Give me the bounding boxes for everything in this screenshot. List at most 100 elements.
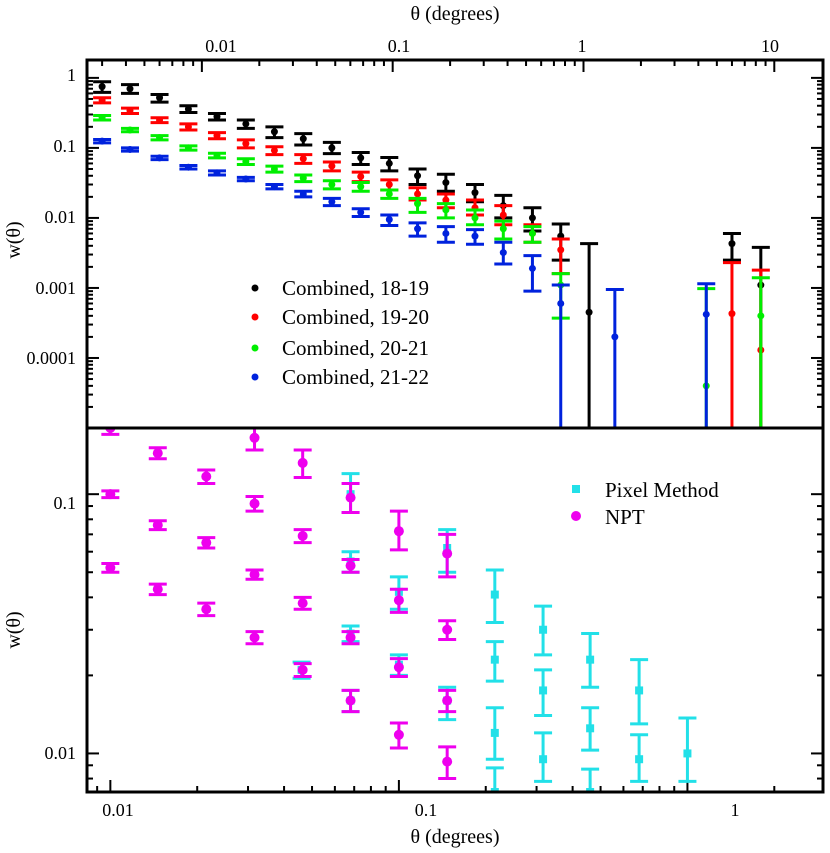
point-marker — [539, 625, 548, 634]
data-point — [630, 658, 649, 726]
data-point — [580, 242, 599, 428]
data-point — [722, 261, 741, 428]
point-marker — [414, 200, 422, 208]
top-y-tick-label: 0.01 — [45, 207, 77, 227]
point-marker — [152, 584, 163, 595]
data-point — [605, 288, 624, 428]
data-point — [148, 582, 167, 597]
point-marker — [297, 457, 308, 468]
data-point — [93, 114, 112, 122]
point-marker — [126, 126, 134, 134]
point-marker — [586, 788, 595, 792]
point-marker — [345, 632, 356, 643]
data-point — [93, 80, 112, 94]
data-point — [150, 92, 169, 104]
point-marker — [442, 756, 453, 767]
bottom-x-tick-label: 0.01 — [102, 800, 134, 820]
data-point — [630, 733, 649, 783]
point-marker — [201, 537, 212, 548]
data-point — [120, 145, 139, 153]
point-marker — [442, 179, 450, 187]
data-point — [293, 595, 312, 611]
data-point — [494, 204, 513, 227]
data-point — [197, 536, 216, 550]
data-point — [93, 137, 112, 145]
data-point — [236, 175, 255, 183]
data-point — [101, 562, 120, 574]
point-marker — [357, 154, 365, 162]
point-marker — [213, 113, 221, 121]
point-marker — [156, 154, 164, 162]
point-marker — [499, 211, 507, 219]
point-marker — [414, 172, 422, 180]
top-axis-title: θ (degrees) — [411, 3, 500, 25]
top-y-axis-label: w(θ) — [3, 221, 25, 258]
data-point — [494, 240, 513, 266]
point-marker — [586, 724, 595, 733]
point-marker — [635, 686, 644, 695]
point-marker — [98, 114, 106, 122]
data-point — [322, 196, 341, 208]
point-marker — [499, 249, 507, 257]
data-point — [341, 481, 360, 514]
point-marker — [393, 729, 404, 740]
data-point — [236, 138, 255, 150]
point-marker — [328, 162, 336, 170]
data-point — [389, 509, 408, 552]
data-point — [751, 276, 770, 428]
data-point — [351, 207, 370, 218]
data-point — [697, 282, 716, 428]
point-marker — [385, 181, 393, 189]
data-point — [534, 731, 553, 783]
point-marker — [297, 530, 308, 541]
data-point — [150, 154, 169, 162]
data-point — [436, 172, 455, 193]
legend-marker-npt — [571, 511, 581, 521]
legend-label-20-21: Combined, 20-21 — [282, 336, 429, 360]
data-point — [120, 106, 139, 115]
data-point — [120, 83, 139, 95]
point-marker — [357, 208, 365, 216]
data-point — [534, 668, 553, 718]
point-marker — [152, 448, 163, 459]
point-marker — [152, 520, 163, 531]
top-y-tick-label: 1 — [67, 65, 76, 85]
point-marker — [156, 94, 164, 102]
point-marker — [393, 662, 404, 673]
data-point — [485, 568, 504, 624]
bottom-y-tick-label: 0.01 — [45, 743, 77, 763]
data-point — [380, 178, 399, 192]
data-point — [236, 157, 255, 166]
point-marker — [586, 655, 595, 664]
point-marker — [249, 632, 260, 643]
bottom-y-axis-label: w(θ) — [3, 611, 25, 648]
data-point — [534, 604, 553, 657]
point-marker — [242, 157, 250, 165]
point-marker — [213, 169, 221, 177]
data-point — [494, 219, 513, 241]
point-marker — [297, 664, 308, 675]
bottom-x-tick-label: 1 — [731, 800, 740, 820]
legend-marker-pixel-method — [572, 485, 580, 493]
point-marker — [270, 146, 278, 154]
data-point — [485, 640, 504, 683]
legend-marker-20-21 — [251, 344, 259, 352]
point-marker — [299, 190, 307, 198]
point-marker — [490, 788, 499, 792]
data-point — [436, 202, 455, 220]
data-point — [179, 122, 198, 132]
data-point — [351, 181, 370, 193]
top-x-tick-label: 1 — [578, 36, 587, 56]
point-marker — [299, 174, 307, 182]
point-marker — [201, 471, 212, 482]
point-marker — [201, 604, 212, 615]
data-point — [551, 283, 570, 428]
legend-label-18-19: Combined, 18-19 — [282, 276, 429, 300]
bottom-x-tick-label: 0.1 — [415, 800, 438, 820]
data-point — [265, 183, 284, 191]
point-marker — [299, 155, 307, 163]
point-marker — [442, 624, 453, 635]
point-marker — [242, 175, 250, 183]
point-marker — [557, 299, 565, 307]
data-point — [408, 221, 427, 238]
